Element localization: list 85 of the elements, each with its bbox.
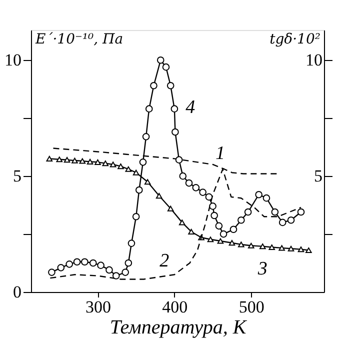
point <box>278 218 286 226</box>
point <box>228 240 236 246</box>
point <box>167 206 174 212</box>
point <box>287 216 295 224</box>
point <box>89 259 97 267</box>
point <box>215 222 223 230</box>
point <box>122 268 130 276</box>
point <box>262 194 270 202</box>
point <box>110 162 116 168</box>
point <box>128 240 136 247</box>
point <box>179 172 187 180</box>
point <box>185 179 193 187</box>
point <box>188 228 194 235</box>
point <box>156 56 164 64</box>
point <box>172 128 179 136</box>
point <box>288 246 294 252</box>
series-label: 1 <box>216 143 226 164</box>
point <box>259 244 266 250</box>
point <box>207 236 214 242</box>
point <box>124 259 132 267</box>
y-axis-title: E´·10⁻¹⁰, Па <box>34 32 124 48</box>
y2-axis-title: tgδ·10² <box>270 32 321 48</box>
point <box>166 82 174 90</box>
point <box>268 244 275 250</box>
point <box>175 156 183 164</box>
point <box>81 258 88 266</box>
point <box>192 184 200 192</box>
point <box>102 160 109 166</box>
point <box>132 212 140 220</box>
point <box>306 247 312 254</box>
point <box>298 246 304 252</box>
point <box>57 264 65 272</box>
point <box>210 212 218 220</box>
point <box>156 192 162 199</box>
point <box>150 82 158 90</box>
point <box>209 202 216 210</box>
point <box>48 268 56 276</box>
x-tick-label: 300 <box>85 298 111 316</box>
point <box>255 190 262 198</box>
point <box>94 159 101 165</box>
point <box>79 158 86 164</box>
point <box>139 158 147 166</box>
point <box>118 164 124 170</box>
point <box>64 157 70 163</box>
point <box>278 245 285 251</box>
point <box>238 216 245 224</box>
point <box>271 208 279 216</box>
y2-tick-label: 5 <box>314 166 322 186</box>
y-tick-label: 5 <box>13 166 22 186</box>
point <box>142 133 150 140</box>
point <box>248 242 254 248</box>
y-tick-label: 0 <box>13 282 22 302</box>
point <box>230 226 238 234</box>
point <box>135 186 143 194</box>
point <box>132 170 140 176</box>
series-label: 4 <box>186 96 196 118</box>
point <box>297 208 305 216</box>
point <box>144 179 151 185</box>
point <box>217 238 224 244</box>
point <box>238 242 244 248</box>
point <box>56 156 63 162</box>
x-axis-title: Температура, К <box>110 316 248 338</box>
point <box>86 158 94 164</box>
point <box>125 166 132 172</box>
point <box>220 230 228 238</box>
point <box>145 105 153 112</box>
point <box>72 158 78 164</box>
point <box>162 63 170 71</box>
series-label: 3 <box>256 258 268 280</box>
point <box>73 258 81 266</box>
point <box>178 220 186 226</box>
y2-tick-label: 10 <box>306 50 322 70</box>
x-tick-label: 400 <box>162 298 188 316</box>
y-tick-label: 10 <box>4 50 22 70</box>
point <box>66 260 74 268</box>
point <box>205 193 213 201</box>
point <box>97 262 104 269</box>
point <box>46 156 53 162</box>
point <box>170 105 178 112</box>
point <box>112 272 120 280</box>
point <box>244 208 252 216</box>
point <box>106 266 113 274</box>
series-label: 2 <box>160 250 170 272</box>
point <box>199 188 206 196</box>
x-tick-label: 500 <box>238 298 264 316</box>
